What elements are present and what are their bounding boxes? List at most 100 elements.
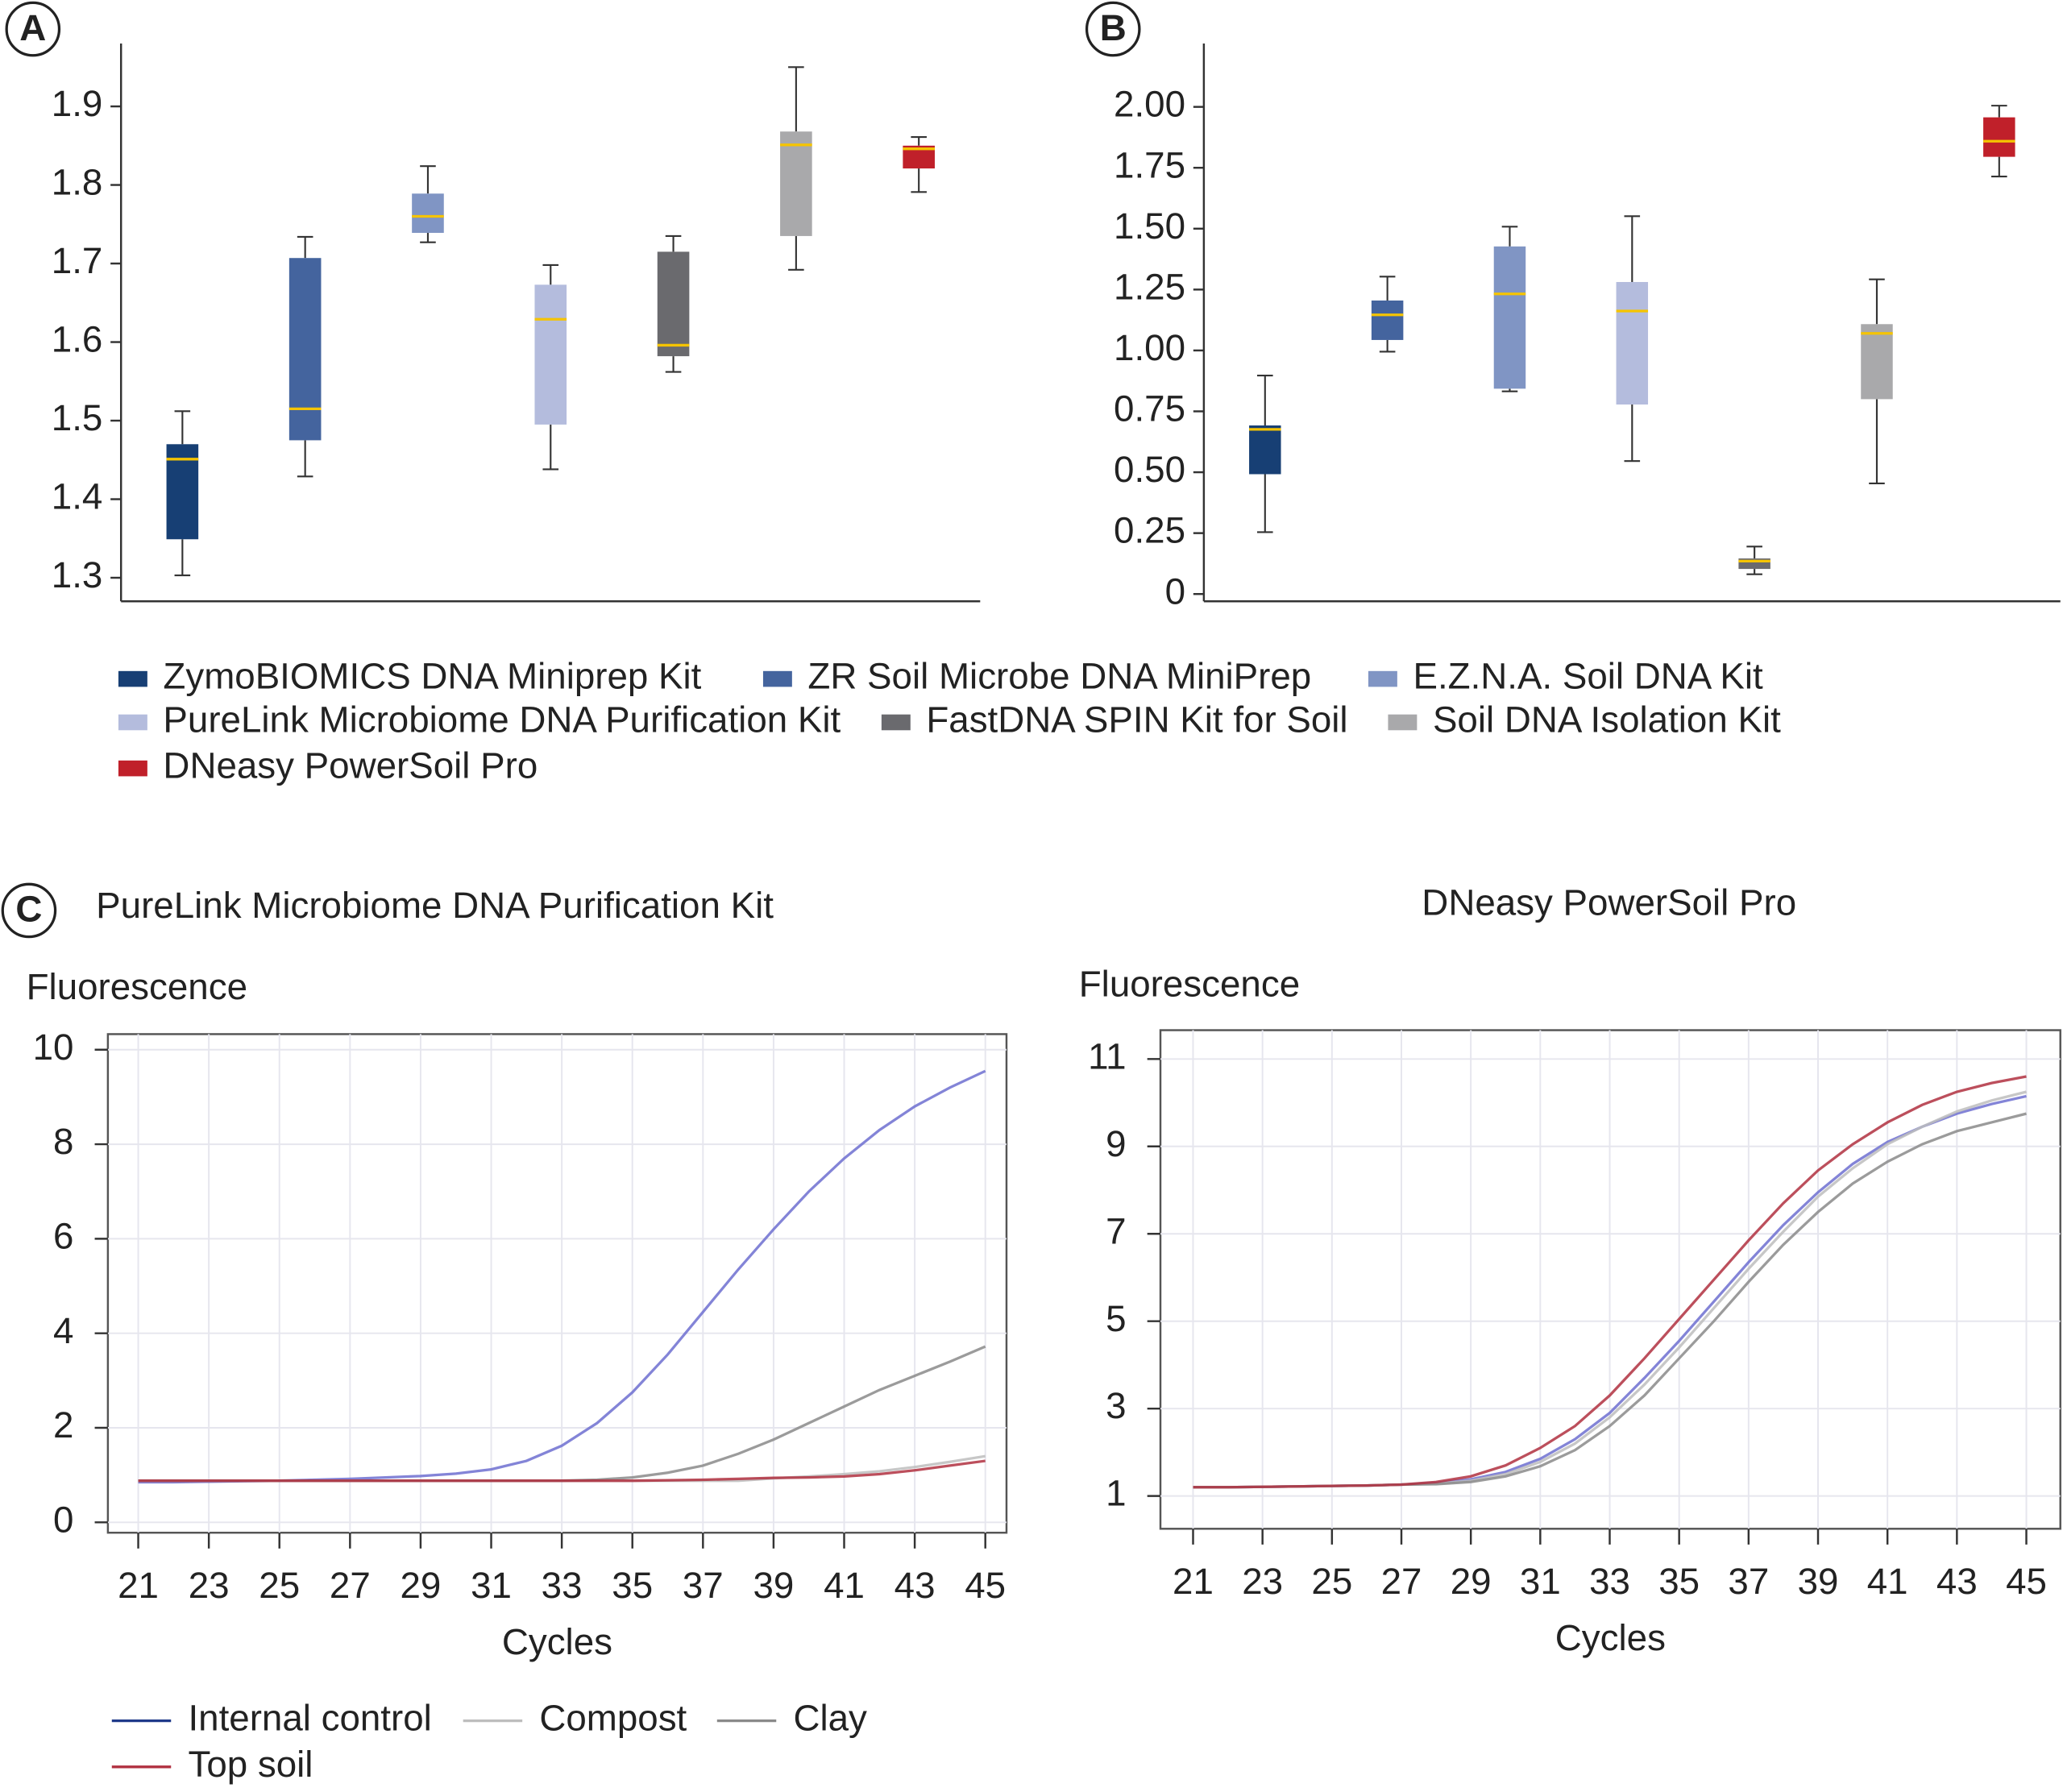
- y-tick-label: 9: [1106, 1123, 1126, 1164]
- box: [1249, 425, 1281, 475]
- y-tick-label: 0.50: [1114, 449, 1185, 490]
- legend-label: Internal control: [188, 1698, 431, 1739]
- y-tick-label: 1.6: [52, 319, 103, 360]
- y-tick-label: 1.9: [52, 83, 103, 124]
- legend-swatch: [881, 714, 911, 731]
- legend-swatch: [1388, 714, 1418, 731]
- legend-label: Soil DNA Isolation Kit: [1433, 699, 1781, 740]
- y-tick-label: 1.3: [52, 554, 103, 595]
- y-tick-label: 4: [53, 1310, 73, 1351]
- box: [1861, 324, 1893, 400]
- y-tick-label: 1.4: [52, 476, 103, 517]
- y-tick-label: 6: [53, 1215, 73, 1256]
- legend-label: Top soil: [188, 1744, 313, 1785]
- y-tick-label: 11: [1088, 1035, 1126, 1076]
- x-tick-label: 43: [1936, 1561, 1978, 1602]
- legend-swatch: [118, 670, 147, 687]
- panel-circle: [1085, 1, 1141, 57]
- box: [534, 284, 567, 425]
- y-tick-label: 1.7: [52, 240, 103, 281]
- x-tick-label: 39: [1798, 1561, 1839, 1602]
- x-tick-label: 35: [612, 1565, 653, 1606]
- x-tick-label: 23: [1242, 1561, 1283, 1602]
- x-tick-label: 27: [1381, 1561, 1422, 1602]
- y-tick-label: 0: [1165, 570, 1185, 612]
- panel-label: C: [15, 889, 42, 930]
- y-tick-label: 1.00: [1114, 327, 1185, 368]
- x-tick-label: 25: [259, 1565, 300, 1606]
- legend-label: Clay: [793, 1698, 867, 1739]
- y-tick-label: 0.25: [1114, 510, 1185, 551]
- box: [412, 193, 444, 234]
- x-axis-title: Cycles: [502, 1621, 612, 1662]
- x-tick-label: 45: [965, 1565, 1006, 1606]
- chart-title: DNeasy PowerSoil Pro: [1422, 882, 1796, 923]
- box: [657, 251, 690, 357]
- x-tick-label: 31: [471, 1565, 512, 1606]
- box: [1616, 281, 1649, 405]
- legend-label: ZR Soil Microbe DNA MiniPrep: [807, 656, 1311, 697]
- panel-label: B: [1100, 7, 1127, 48]
- panel-circle: [5, 1, 61, 57]
- x-tick-label: 39: [753, 1565, 794, 1606]
- box: [1983, 117, 2015, 157]
- y-tick-label: 3: [1106, 1385, 1126, 1426]
- x-tick-label: 37: [1728, 1561, 1769, 1602]
- y-tick-label: 1: [1106, 1473, 1126, 1514]
- y-tick-label: 1.25: [1114, 266, 1185, 307]
- y-tick-label: 0.75: [1114, 388, 1185, 429]
- legend-label: ZymoBIOMICS DNA Miniprep Kit: [163, 656, 701, 697]
- x-tick-label: 21: [1173, 1561, 1214, 1602]
- plot-area: [106, 1033, 1008, 1534]
- y-tick-label: 7: [1106, 1210, 1126, 1251]
- box: [780, 131, 812, 236]
- series-line: [138, 1459, 986, 1483]
- y-tick-label: 10: [33, 1027, 74, 1068]
- x-tick-label: 33: [1589, 1561, 1630, 1602]
- x-tick-label: 37: [683, 1565, 724, 1606]
- legend-swatch: [762, 670, 792, 687]
- box: [1371, 300, 1404, 340]
- x-tick-label: 23: [189, 1565, 230, 1606]
- legend-label: PureLink Microbiome DNA Purification Kit: [163, 699, 841, 740]
- y-tick-label: 2.00: [1114, 84, 1185, 125]
- legend-label: DNeasy PowerSoil Pro: [163, 745, 538, 786]
- y-tick-label: 1.75: [1114, 144, 1185, 185]
- legend-swatch: [118, 760, 147, 777]
- x-tick-label: 31: [1520, 1561, 1561, 1602]
- legend-label: E.Z.N.A. Soil DNA Kit: [1413, 656, 1763, 697]
- y-tick-label: 1.50: [1114, 205, 1185, 247]
- chart-title: PureLink Microbiome DNA Purification Kit: [96, 885, 774, 926]
- y-tick-label: 2: [53, 1404, 73, 1446]
- y-axis-title: Fluorescence: [27, 966, 247, 1007]
- x-tick-label: 33: [542, 1565, 583, 1606]
- x-tick-label: 29: [1451, 1561, 1492, 1602]
- x-tick-label: 35: [1658, 1561, 1700, 1602]
- y-tick-label: 1.8: [52, 162, 103, 203]
- x-tick-label: 43: [895, 1565, 936, 1606]
- panel-label: A: [19, 7, 46, 48]
- legend-label: Compost: [539, 1698, 687, 1739]
- legend-label: FastDNA SPIN Kit for Soil: [926, 699, 1347, 740]
- box: [288, 258, 322, 441]
- x-axis-title: Cycles: [1555, 1617, 1666, 1658]
- x-tick-label: 25: [1311, 1561, 1352, 1602]
- box: [1493, 246, 1526, 389]
- panel-circle: [1, 882, 57, 939]
- x-tick-label: 45: [2006, 1561, 2047, 1602]
- x-tick-label: 27: [330, 1565, 371, 1606]
- y-tick-label: 1.5: [52, 397, 103, 438]
- legend-swatch: [1368, 670, 1397, 687]
- series-line: [1193, 1075, 2027, 1489]
- x-tick-label: 29: [401, 1565, 442, 1606]
- x-tick-label: 41: [824, 1565, 865, 1606]
- y-tick-label: 8: [53, 1121, 73, 1162]
- y-tick-label: 5: [1106, 1298, 1126, 1339]
- x-tick-label: 21: [118, 1565, 159, 1606]
- y-tick-label: 0: [53, 1499, 73, 1540]
- x-tick-label: 41: [1867, 1561, 1908, 1602]
- y-axis-title: Fluorescence: [1079, 964, 1300, 1005]
- legend-swatch: [118, 714, 147, 731]
